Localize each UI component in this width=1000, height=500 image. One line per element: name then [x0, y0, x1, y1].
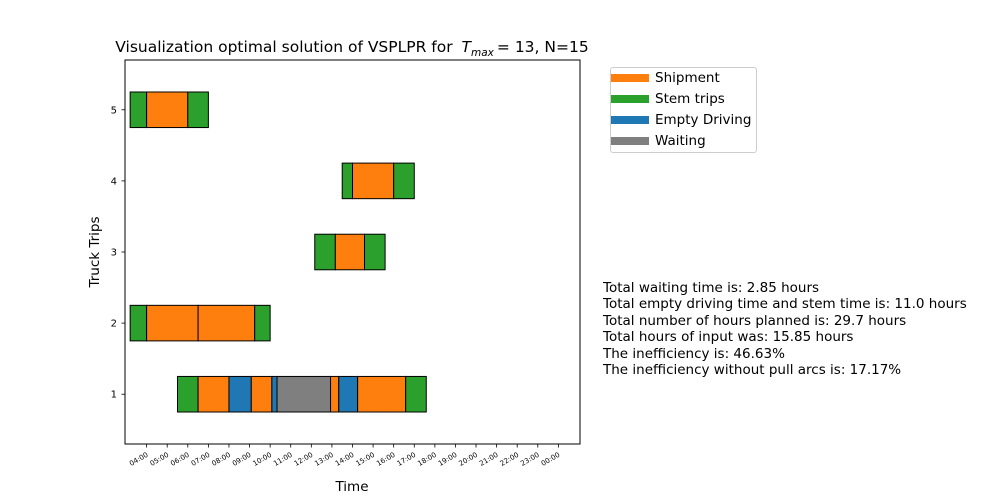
bar-trip-3-stem-trips-2 [364, 233, 386, 271]
y-tick-label: 2 [111, 319, 117, 330]
bar-trip-5-stem-trips-2 [187, 91, 209, 129]
x-tick-label: 21:00 [478, 451, 499, 468]
x-tick-label: 23:00 [519, 451, 540, 468]
bar-trip-2-stem-trips-3 [254, 304, 271, 342]
stat-empty-driving-stem-time: Total empty driving time and stem time i… [603, 296, 967, 313]
bar-trip-1-empty-driving-2 [228, 375, 252, 413]
bar-trip-1-stem-trips-0 [177, 375, 199, 413]
x-tick-label: 00:00 [540, 451, 561, 468]
bar-trip-1-empty-driving-7 [338, 375, 359, 413]
bar-trip-4-stem-trips-0 [341, 162, 353, 200]
stat-hours-input: Total hours of input was: 15.85 hours [603, 329, 854, 346]
chart-title-text: Visualization optimal solution of VSPLPR… [115, 38, 453, 56]
x-tick-label: 22:00 [499, 451, 520, 468]
bar-trip-2-stem-trips-0 [129, 304, 148, 342]
y-tick-label: 5 [111, 105, 117, 116]
legend-label-shipment: Shipment [655, 70, 720, 86]
bar-trip-5-shipment-1 [146, 91, 189, 129]
bar-trip-4-stem-trips-2 [393, 162, 415, 200]
x-tick-label: 05:00 [149, 451, 170, 468]
stat-hours-planned: Total number of hours planned is: 29.7 h… [603, 312, 907, 329]
x-tick-label: 13:00 [313, 451, 334, 468]
x-tick-label: 08:00 [210, 451, 231, 468]
bar-trip-1-shipment-1 [197, 375, 230, 413]
x-tick-label: 07:00 [190, 451, 211, 468]
legend-item-empty-driving: Empty Driving [611, 110, 756, 130]
x-tick-label: 10:00 [252, 451, 273, 468]
bar-trip-1-empty-driving-4 [271, 375, 278, 413]
y-tick-label: 1 [111, 390, 117, 401]
chart-title: Visualization optimal solution of VSPLPR… [115, 38, 588, 59]
bar-trip-3-stem-trips-0 [314, 233, 336, 271]
bar-trip-1-stem-trips-9 [405, 375, 427, 413]
chart-legend: Shipment Stem trips Empty Driving Waitin… [610, 67, 757, 153]
bar-trip-2-shipment-1 [146, 304, 199, 342]
chart-title-math-subscript: max [471, 47, 495, 59]
y-tick-label: 3 [111, 248, 117, 259]
bar-trip-1-shipment-8 [357, 375, 407, 413]
legend-swatch-waiting [611, 137, 649, 145]
x-tick-label: 16:00 [375, 451, 396, 468]
x-tick-label: 12:00 [293, 451, 314, 468]
legend-label-waiting: Waiting [655, 133, 706, 149]
bars-layer [129, 91, 427, 413]
y-axis-label: Truck Trips [87, 216, 103, 288]
x-axis: 04:00 05:00 06:00 07:00 08:00 09:00 10:00 11:00… [128, 444, 561, 468]
x-axis-label: Time [334, 479, 368, 495]
bar-trip-1-waiting-5 [276, 375, 332, 413]
chart-title-math-value: = 13, N=15 [497, 38, 589, 56]
stat-inefficiency: The inefficiency is: 46.63% [603, 345, 785, 362]
legend-swatch-stem-trips [611, 95, 649, 103]
stat-inefficiency-no-pull-arcs: The inefficiency without pull arcs is: 1… [603, 362, 902, 379]
chart-title-math-symbol: T [462, 38, 473, 56]
y-tick-label: 4 [111, 176, 117, 187]
legend-item-waiting: Waiting [611, 131, 756, 151]
bar-trip-2-shipment-2 [197, 304, 256, 342]
x-tick-label: 19:00 [437, 451, 458, 468]
x-tick-label: 09:00 [231, 451, 252, 468]
legend-swatch-empty-driving [611, 116, 649, 124]
x-tick-label: 20:00 [458, 451, 479, 468]
x-tick-label: 04:00 [128, 451, 149, 468]
x-tick-label: 18:00 [416, 451, 437, 468]
x-tick-label: 14:00 [334, 451, 355, 468]
x-tick-label: 06:00 [169, 451, 190, 468]
x-tick-label: 11:00 [272, 451, 293, 468]
stat-waiting-time: Total waiting time is: 2.85 hours [603, 280, 820, 296]
bar-trip-5-stem-trips-0 [129, 91, 148, 129]
bar-trip-4-shipment-1 [352, 162, 395, 200]
bar-trip-1-shipment-3 [250, 375, 273, 413]
legend-swatch-shipment [611, 74, 649, 82]
bar-trip-3-shipment-1 [334, 233, 366, 271]
legend-label-empty-driving: Empty Driving [655, 112, 752, 128]
legend-label-stem-trips: Stem trips [655, 91, 725, 107]
x-tick-label: 15:00 [355, 451, 376, 468]
x-tick-label: 17:00 [396, 451, 417, 468]
legend-item-shipment: Shipment [611, 68, 756, 88]
summary-stats: Total waiting time is: 2.85 hours Total … [603, 280, 967, 378]
y-axis: 1 2 3 4 5 [111, 105, 125, 401]
legend-item-stem-trips: Stem trips [611, 89, 756, 109]
bar-trip-1-shipment-6 [330, 375, 340, 413]
